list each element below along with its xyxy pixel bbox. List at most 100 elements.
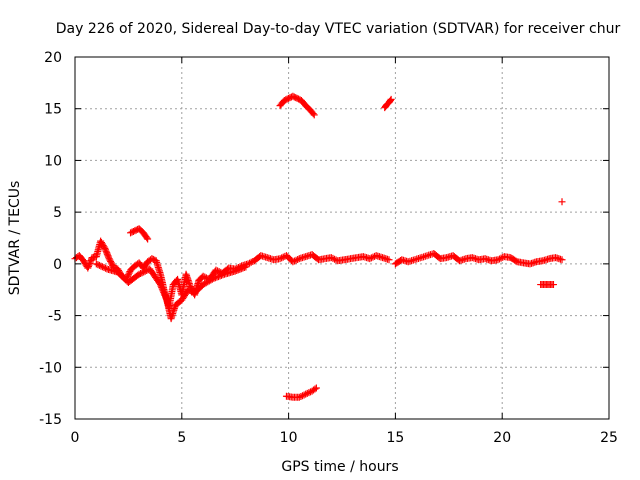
y-axis-label: SDTVAR / TECUs [7,181,23,296]
data-point-marker [327,254,335,262]
data-point-marker [311,385,319,393]
data-point-marker [92,260,100,268]
data-point-marker [158,285,166,293]
data-point-marker [300,391,308,399]
data-point-marker [125,269,133,277]
data-point-marker [496,255,504,263]
data-point-marker [212,266,220,274]
data-point-marker [86,258,94,266]
data-point-marker [201,273,209,281]
series-arc_upper_14h [381,95,395,112]
series-segment_22h [537,281,557,289]
x-tick-label: 20 [493,430,511,446]
data-point-marker [297,393,305,401]
data-point-marker [385,256,393,264]
data-point-marker [94,261,102,269]
data-point-marker [103,250,111,258]
x-tick-label: 10 [280,430,298,446]
x-tick-labels: 0 5 10 15 20 25 [71,430,618,446]
x-tick-label: 15 [386,430,404,446]
data-point-marker [290,257,298,265]
data-point-marker [98,263,106,271]
data-point-marker [242,263,250,271]
data-point-marker [102,247,110,255]
data-point-marker [138,269,146,277]
data-point-marker [367,254,375,262]
data-point-marker [303,389,311,397]
data-point-marker [160,290,168,298]
data-point-marker [294,255,302,263]
y-tick-label: -5 [48,309,62,325]
y-tick-label: 5 [53,205,62,221]
x-tick-label: 0 [71,430,80,446]
data-point-marker [387,95,395,103]
y-tick-label: 10 [44,153,62,169]
data-point-marker [162,293,170,301]
data-point-marker [497,254,505,262]
data-point-marker [84,263,92,271]
y-tick-label: -15 [39,412,62,428]
data-point-marker [214,267,222,275]
y-tick-label: 20 [44,50,62,66]
x-tick-label: 25 [600,430,618,446]
data-point-marker [140,268,148,276]
data-point-marker [95,261,103,269]
data-point-marker [331,255,339,263]
data-point-marker [84,264,92,272]
data-point-marker [549,281,557,289]
x-tick-label: 5 [177,430,186,446]
data-point-marker [558,198,566,206]
data-point-marker [276,255,284,263]
data-point-marker [558,256,566,264]
data-point-marker [278,254,286,262]
data-point-marker [85,261,93,269]
axis-ticks [74,56,610,420]
data-point-marker [186,286,194,294]
data-point-marker [369,253,377,261]
x-axis-label: GPS time / hours [281,459,398,475]
data-point-marker [135,270,143,278]
y-tick-label: 15 [44,102,62,118]
plot-frame [74,56,610,420]
data-point-marker [199,272,207,280]
series-arc_lower_10h [282,384,320,401]
data-point-marker [86,260,94,268]
data-point-marker [246,259,254,267]
data-point-marker [103,249,111,257]
data-point-marker [386,96,394,104]
grid [75,57,609,419]
data-point-marker [159,287,167,295]
data-point-marker [160,288,168,296]
data-point-marker [329,254,337,262]
y-tick-label: -10 [39,360,62,376]
data-point-marker [124,271,132,279]
data-point-marker [289,258,297,266]
data-point-marker [302,390,310,398]
data-point-marker [298,392,306,400]
series-arc_upper_10h [276,92,318,119]
series-afternoon_track [391,250,566,268]
data-point-marker [208,275,216,283]
series-point_22h [558,198,566,206]
data-point-marker [310,111,318,119]
data-point-marker [97,262,105,270]
data-point-marker [305,389,313,397]
data-point-marker [494,256,502,264]
series-lower_branch [92,260,250,323]
data-point-marker [100,264,108,272]
data-point-marker [366,255,374,263]
data-point-marker [247,258,255,266]
data-point-marker [309,110,317,118]
data-point-marker [144,235,152,243]
series-arc_3h [127,225,152,243]
data-point-marker [161,291,169,299]
data-point-marker [104,252,112,260]
data-point-marker [157,282,165,290]
data-point-marker [101,244,109,252]
data-point-marker [162,295,170,303]
data-point-marker [158,284,166,292]
y-tick-labels: -15 -10 -5 0 5 10 15 20 [39,50,62,428]
data-point-marker [137,269,145,277]
data-point-marker [143,234,151,242]
data-point-marker [292,256,300,264]
